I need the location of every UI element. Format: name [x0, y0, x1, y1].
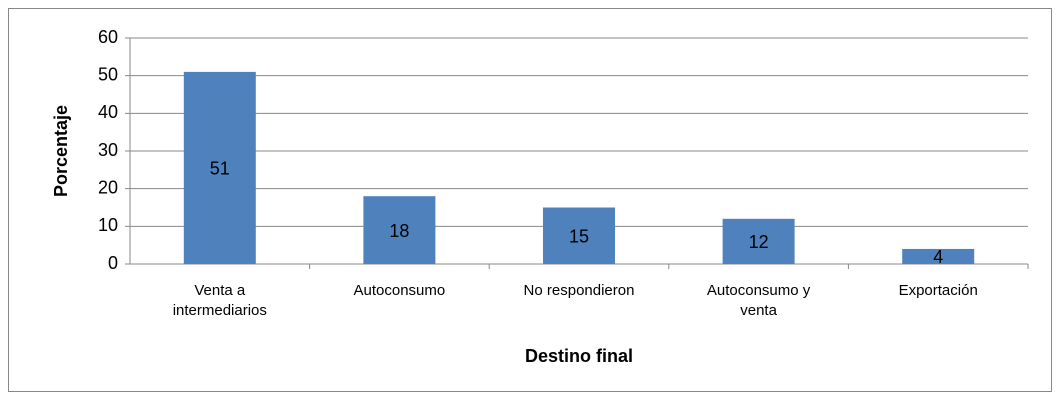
x-tick-label: Venta a intermediarios [172, 282, 267, 319]
data-label: 4 [933, 247, 943, 267]
y-tick-label: 40 [98, 102, 118, 122]
x-axis-title: Destino final [525, 346, 633, 366]
x-tick-label: Autoconsumo y venta [706, 282, 811, 319]
x-tick-label: Autoconsumo [353, 282, 446, 299]
y-axis-title: Porcentaje [51, 105, 71, 197]
y-tick-label: 60 [98, 27, 118, 47]
bar [183, 71, 256, 265]
chart-frame [8, 8, 1052, 392]
x-tick-label: Exportación [898, 282, 978, 299]
y-tick-label: 10 [98, 215, 118, 235]
x-tick-label: No respondieron [523, 282, 635, 299]
data-label: 51 [210, 159, 230, 179]
data-label: 12 [749, 232, 769, 252]
data-label: 18 [389, 221, 409, 241]
bar [902, 248, 975, 264]
bar [363, 196, 436, 264]
y-tick-label: 0 [108, 253, 118, 273]
data-label: 15 [569, 227, 589, 247]
bar [543, 207, 615, 264]
y-tick-label: 50 [98, 64, 118, 84]
y-tick-label: 30 [98, 140, 118, 160]
y-tick-label: 20 [98, 177, 118, 197]
bar [722, 218, 795, 264]
